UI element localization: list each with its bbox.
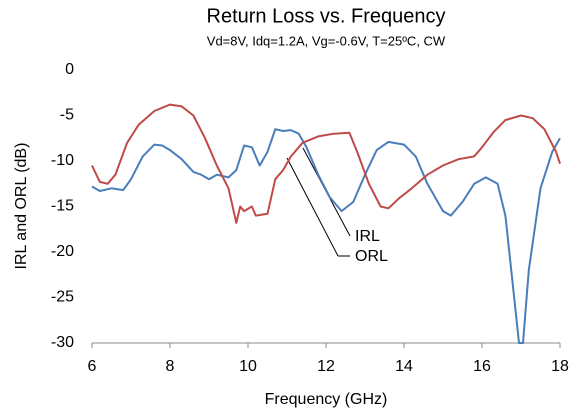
chart-subtitle: Vd=8V, Idq=1.2A, Vg=-0.6V, T=25ºC, CW xyxy=(207,33,446,48)
x-tick-label: 6 xyxy=(88,358,97,375)
y-tick-label: -15 xyxy=(51,198,74,215)
x-tick-label: 12 xyxy=(317,358,335,375)
series-line xyxy=(91,103,561,224)
chart-title: Return Loss vs. Frequency xyxy=(207,5,446,27)
x-tick-label: 10 xyxy=(239,358,257,375)
y-axis-label: IRL and ORL (dB) xyxy=(13,143,30,270)
x-tick-label: 14 xyxy=(395,358,413,375)
x-tick-label: 8 xyxy=(166,358,175,375)
series-line xyxy=(91,128,561,344)
annotation: IRL xyxy=(355,228,380,245)
y-tick-label: 0 xyxy=(65,61,74,78)
y-tick-label: -25 xyxy=(51,289,74,306)
y-tick-label: -30 xyxy=(51,334,74,351)
y-tick-label: -10 xyxy=(51,152,74,169)
x-axis-label: Frequency (GHz) xyxy=(265,391,388,408)
y-tick-label: -5 xyxy=(60,107,74,124)
x-tick-label: 16 xyxy=(473,358,491,375)
y-tick-label: -20 xyxy=(51,243,74,260)
annotation: ORL xyxy=(355,248,388,265)
x-tick-label: 18 xyxy=(551,358,569,375)
leader-line xyxy=(286,157,339,257)
